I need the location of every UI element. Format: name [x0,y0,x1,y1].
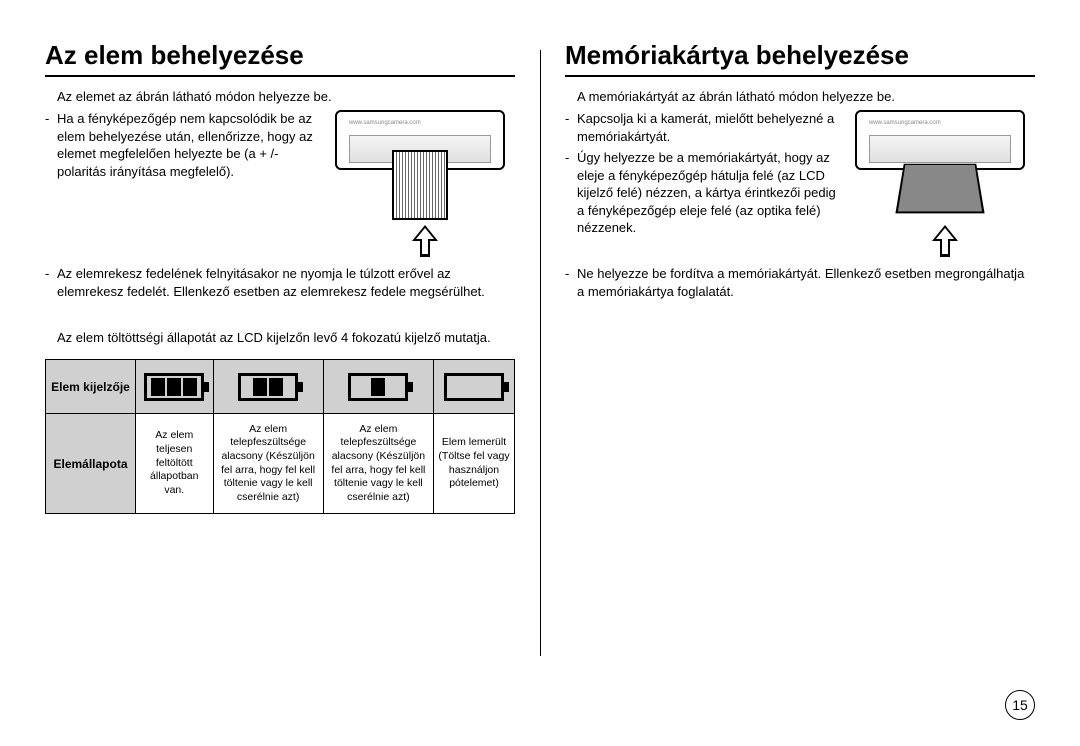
battery-icon-cell [323,360,433,414]
column-divider [540,50,541,656]
left-column: Az elem behelyezése Az elemet az ábrán l… [45,40,530,514]
table-intro: Az elem töltöttségi állapotát az LCD kij… [57,330,515,345]
dash-icon: - [565,265,577,300]
dash-icon: - [565,110,577,145]
memory-card-illustration: www.samsungcamera.com [855,110,1035,259]
arrow-up-icon [412,225,438,259]
battery-icon-cell [434,360,515,414]
dash-icon: - [45,110,57,180]
battery-icon-cell [136,360,214,414]
dash-icon: - [45,265,57,300]
left-title: Az elem behelyezése [45,40,515,77]
left-bullet: - Az elemrekesz fedelének felnyitásakor … [45,265,515,300]
page-number: 15 [1005,690,1035,720]
bullet-text: Kapcsolja ki a kamerát, mielőtt behelyez… [577,110,843,145]
battery-2-icon [238,373,298,401]
right-column: Memóriakártya behelyezése A memóriakárty… [550,40,1035,514]
battery-desc: Az elem telepfeszültsége alacsony (Készü… [213,414,323,514]
device-url-label: www.samsungcamera.com [869,120,941,126]
right-title: Memóriakártya behelyezése [565,40,1035,77]
right-bullet: - Úgy helyezze be a memóriakártyát, hogy… [565,149,843,237]
battery-desc: Az elem teljesen feltöltött állapotban v… [136,414,214,514]
row-header-state: Elemállapota [46,414,136,514]
bullet-text: Úgy helyezze be a memóriakártyát, hogy a… [577,149,843,237]
battery-status-table: Elem kijelzője Elemállapota Az elem telj… [45,359,515,514]
battery-desc: Elem lemerült (Töltse fel vagy használjo… [434,414,515,514]
left-bullet: - Ha a fényképezőgép nem kapcsolódik be … [45,110,323,180]
battery-empty-icon [444,373,504,401]
battery-icon-cell [213,360,323,414]
dash-icon: - [565,149,577,237]
right-intro: A memóriakártyát az ábrán látható módon … [565,89,1035,104]
right-bullet: - Kapcsolja ki a kamerát, mielőtt behely… [565,110,843,145]
left-intro: Az elemet az ábrán látható módon helyezz… [45,89,515,104]
bullet-text: Az elemrekesz fedelének felnyitásakor ne… [57,265,515,300]
bullet-text: Ne helyezze be fordítva a memóriakártyát… [577,265,1035,300]
battery-full-icon [144,373,204,401]
arrow-up-icon [932,225,958,259]
row-header-indicator: Elem kijelzője [46,360,136,414]
bullet-text: Ha a fényképezőgép nem kapcsolódik be az… [57,110,323,180]
right-bullet: - Ne helyezze be fordítva a memóriakárty… [565,265,1035,300]
battery-1-icon [348,373,408,401]
device-url-label: www.samsungcamera.com [349,120,421,126]
battery-illustration: www.samsungcamera.com [335,110,515,259]
battery-desc: Az elem telepfeszültsége alacsony (Készü… [323,414,433,514]
